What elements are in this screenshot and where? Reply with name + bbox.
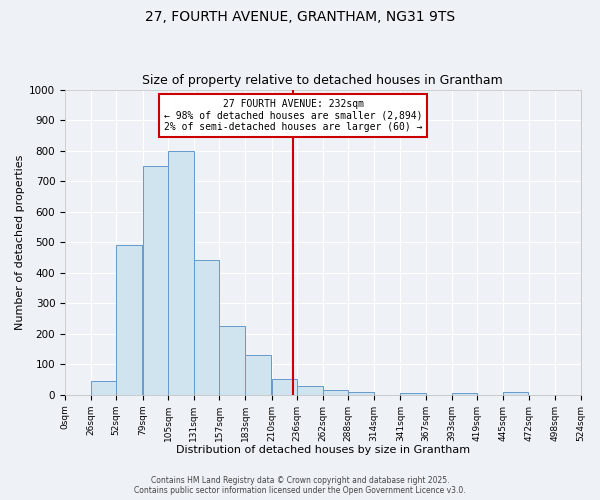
Bar: [349, 392, 374, 394]
Bar: [452, 393, 477, 394]
Y-axis label: Number of detached properties: Number of detached properties: [15, 154, 25, 330]
Bar: [272, 380, 297, 394]
X-axis label: Distribution of detached houses by size in Grantham: Distribution of detached houses by size …: [176, 445, 470, 455]
Title: Size of property relative to detached houses in Grantham: Size of property relative to detached ho…: [142, 74, 503, 87]
Text: 27 FOURTH AVENUE: 232sqm
← 98% of detached houses are smaller (2,894)
2% of semi: 27 FOURTH AVENUE: 232sqm ← 98% of detach…: [164, 98, 422, 132]
Bar: [503, 392, 529, 394]
Bar: [143, 166, 169, 394]
Text: Contains HM Land Registry data © Crown copyright and database right 2025.
Contai: Contains HM Land Registry data © Crown c…: [134, 476, 466, 495]
Bar: [194, 260, 220, 394]
Bar: [220, 326, 245, 394]
Bar: [297, 386, 323, 394]
Text: 27, FOURTH AVENUE, GRANTHAM, NG31 9TS: 27, FOURTH AVENUE, GRANTHAM, NG31 9TS: [145, 10, 455, 24]
Bar: [245, 355, 271, 395]
Bar: [400, 393, 426, 394]
Bar: [116, 245, 142, 394]
Bar: [91, 381, 116, 394]
Bar: [169, 150, 194, 394]
Bar: [323, 390, 349, 394]
